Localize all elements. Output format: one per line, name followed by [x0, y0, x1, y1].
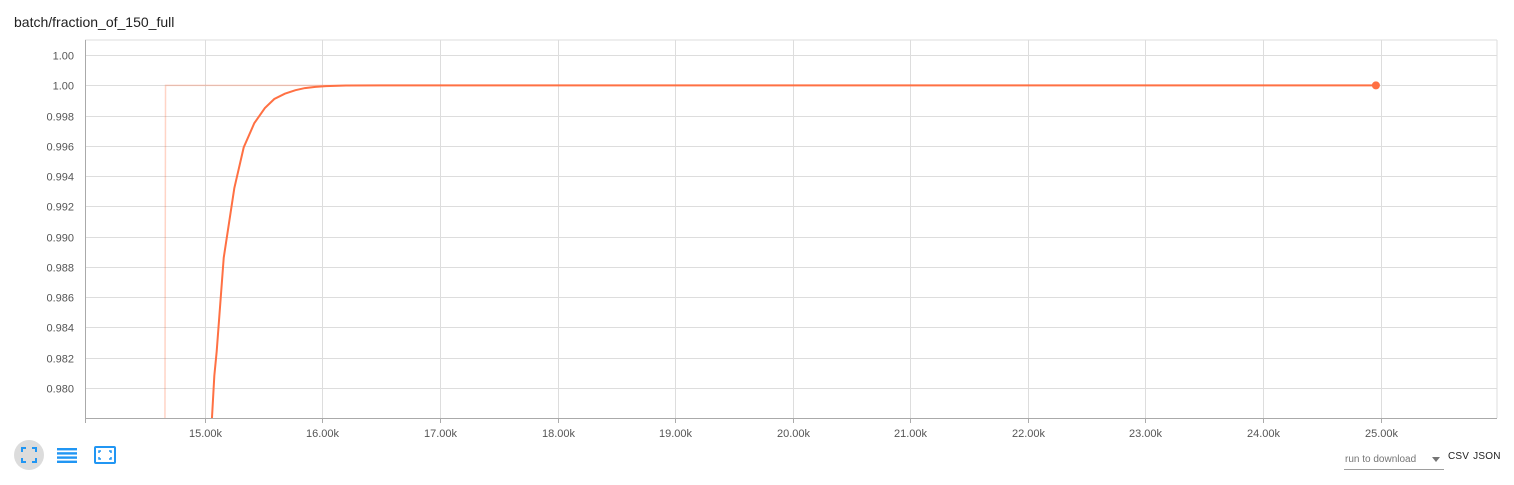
- fit-domain-icon: [94, 446, 116, 464]
- raw-series-line: [164, 84, 1376, 419]
- run-select-placeholder: run to download: [1345, 454, 1417, 465]
- y-tick-label: 0.982: [46, 354, 74, 366]
- x-tick-label: 15.00k: [189, 428, 223, 440]
- y-tick-label: 0.996: [46, 142, 74, 154]
- y-tick-label: 0.992: [46, 202, 74, 214]
- csv-download-link[interactable]: CSV: [1448, 451, 1470, 462]
- x-tick-label: 23.00k: [1129, 428, 1163, 440]
- last-point-marker: [1371, 81, 1380, 90]
- x-tick-label: 16.00k: [306, 428, 340, 440]
- download-controls: run to download CSV JSON: [1344, 449, 1501, 470]
- chart-title: batch/fraction_of_150_full: [14, 14, 175, 30]
- y-tick-label: 0.994: [46, 172, 74, 184]
- y-tick-label: 1.00: [53, 81, 74, 93]
- grid: [85, 39, 1498, 418]
- axes: 0.980 0.982 0.984 0.986 0.988 0.990 0.992 0.994…: [46, 40, 1497, 440]
- run-to-download-select[interactable]: run to download: [1344, 449, 1444, 470]
- list-icon: [57, 448, 77, 463]
- y-tick-label: 1.00: [53, 51, 74, 63]
- chart-toolbar: [14, 440, 120, 470]
- y-tick-label: 0.984: [46, 323, 74, 335]
- y-tick-label: 0.980: [46, 384, 74, 396]
- smoothed-series-line: [210, 84, 1376, 419]
- x-tick-label: 19.00k: [659, 428, 693, 440]
- y-tick-label: 0.998: [46, 112, 74, 124]
- x-tick-label: 22.00k: [1012, 428, 1046, 440]
- toggle-data-table-button[interactable]: [52, 440, 82, 470]
- y-tick-label: 0.986: [46, 293, 74, 305]
- x-tick-label: 20.00k: [777, 428, 811, 440]
- y-tick-label: 0.990: [46, 233, 74, 245]
- x-tick-label: 18.00k: [542, 428, 576, 440]
- series: [164, 81, 1380, 419]
- x-tick-label: 17.00k: [424, 428, 458, 440]
- chevron-down-icon: [1432, 457, 1440, 462]
- fullscreen-toggle-button[interactable]: [14, 440, 44, 470]
- json-download-link[interactable]: JSON: [1473, 451, 1501, 462]
- x-tick-label: 25.00k: [1365, 428, 1399, 440]
- fit-domain-button[interactable]: [90, 440, 120, 470]
- x-tick-label: 21.00k: [894, 428, 928, 440]
- y-tick-label: 0.988: [46, 263, 74, 275]
- expand-icon: [21, 447, 37, 463]
- line-chart[interactable]: 0.980 0.982 0.984 0.986 0.988 0.990 0.992 0.994…: [0, 0, 1514, 440]
- x-tick-label: 24.00k: [1247, 428, 1281, 440]
